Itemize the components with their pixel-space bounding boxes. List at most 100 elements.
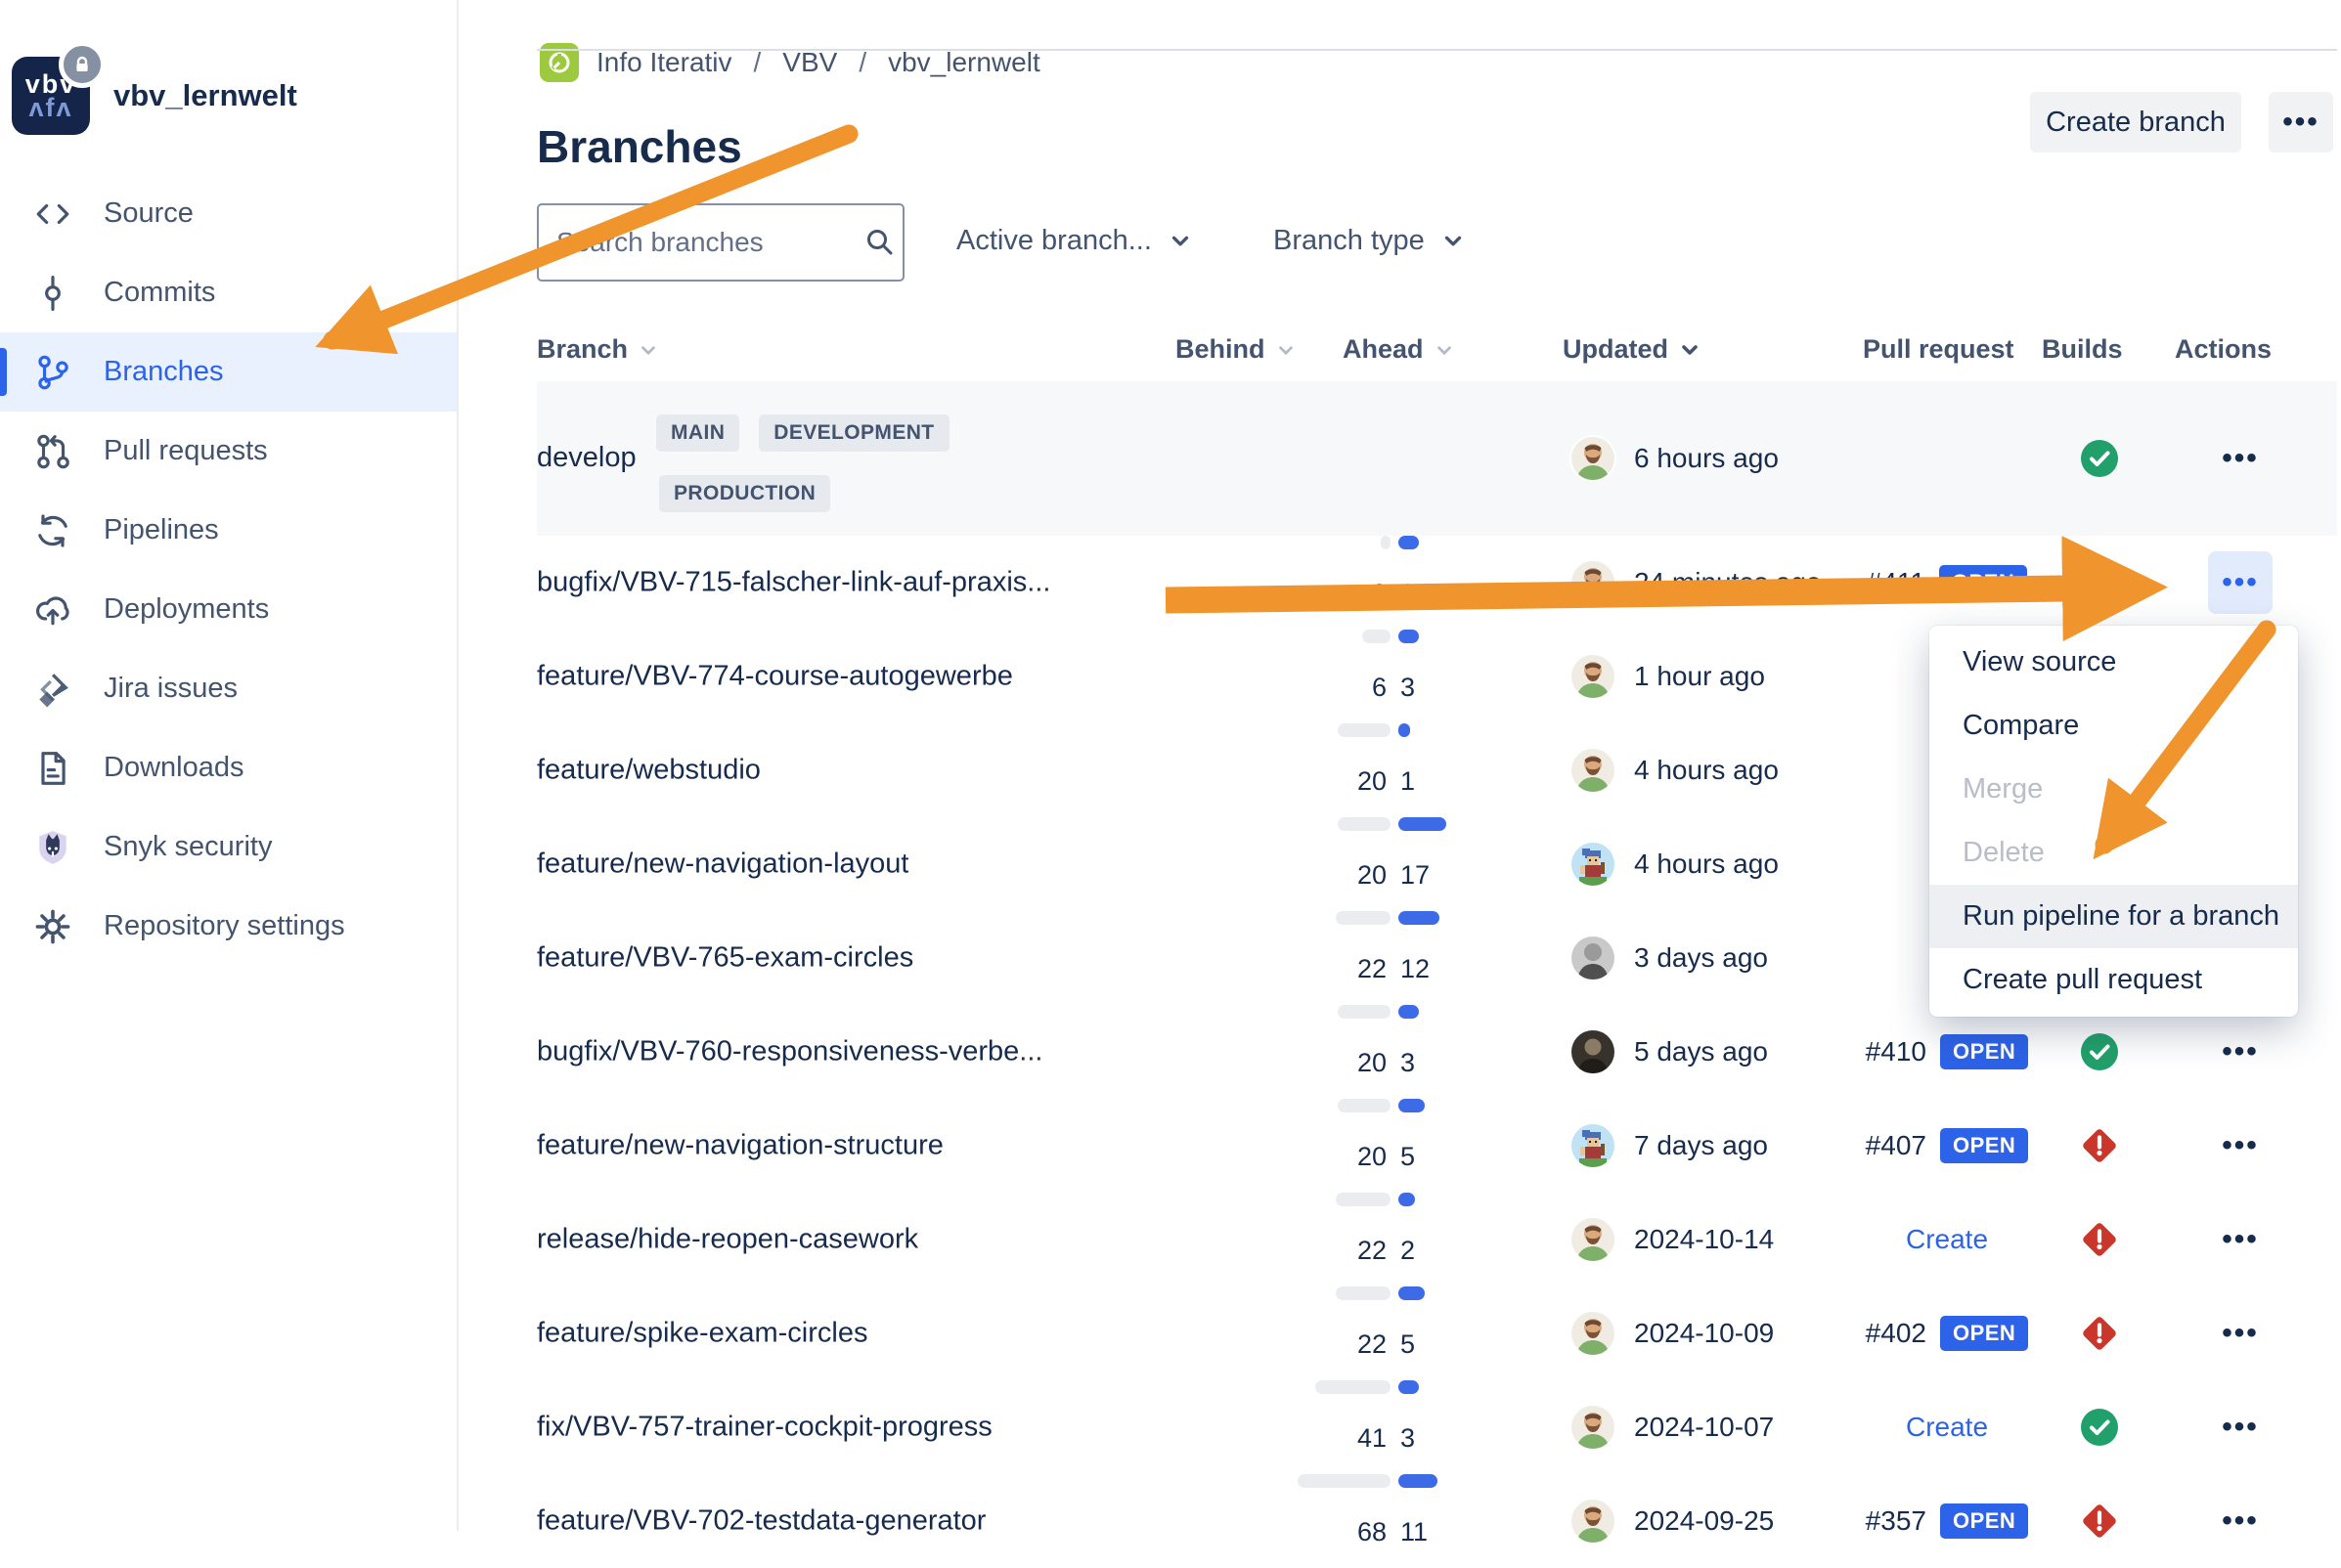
behind-bar <box>1298 1474 1391 1488</box>
behind-count: 22 <box>1356 1236 1387 1265</box>
menu-item-create-pull-request[interactable]: Create pull request <box>1963 964 2203 995</box>
sidebar-item-pull-requests[interactable]: Pull requests <box>0 412 457 491</box>
breadcrumb-separator: / <box>859 47 867 77</box>
behind-bar <box>1362 630 1391 643</box>
workspace-header: vbv ʌfʌ vbv_lernwelt <box>12 41 297 135</box>
create-pull-request-link[interactable]: Create <box>1905 1224 1989 1254</box>
build-status-icon[interactable] <box>2080 1032 2119 1071</box>
avatar <box>1571 1500 1614 1543</box>
behind-count: 6 <box>1371 673 1387 702</box>
column-header-behind[interactable]: Behind <box>1175 334 1297 365</box>
sidebar-item-source[interactable]: Source <box>0 174 457 253</box>
pull-request-link[interactable]: #402 <box>1865 1318 1926 1348</box>
column-header-branch[interactable]: Branch <box>537 334 659 365</box>
sort-chevron-icon <box>641 345 655 355</box>
updated-time: 2024-10-09 <box>1634 1318 1775 1348</box>
breadcrumb-separator: / <box>753 47 762 77</box>
main-branch-row[interactable]: develop MAIN DEVELOPMENT PRODUCTION 6 hou… <box>537 381 2337 536</box>
active-branches-filter[interactable]: Active branch... <box>956 203 1193 278</box>
avatar <box>1571 1124 1614 1167</box>
build-status-icon[interactable] <box>2080 1408 2119 1447</box>
pr-open-badge[interactable]: OPEN <box>1939 1128 2029 1163</box>
build-status-icon[interactable] <box>2080 1220 2119 1259</box>
snyk-icon <box>33 828 72 867</box>
branch-name-link[interactable]: fix/VBV-757-trainer-cockpit-progress <box>537 1411 993 1443</box>
behind-count: 20 <box>1356 1142 1387 1171</box>
pr-open-badge[interactable]: OPEN <box>1939 1503 2029 1539</box>
behind-count: 20 <box>1356 1048 1387 1077</box>
create-branch-button[interactable]: Create branch <box>2030 92 2241 152</box>
breadcrumb-repo[interactable]: vbv_lernwelt <box>888 47 1040 77</box>
branch-name-link[interactable]: feature/webstudio <box>537 754 761 786</box>
branch-name-link[interactable]: release/hide-reopen-casework <box>537 1223 919 1255</box>
row-actions-button[interactable]: ••• <box>2222 1223 2259 1255</box>
pull-request-link[interactable]: #411 <box>1866 567 1925 597</box>
avatar <box>1571 1030 1614 1073</box>
breadcrumb-project[interactable]: Info Iterativ <box>596 47 732 77</box>
branch-name-link[interactable]: feature/new-navigation-layout <box>537 848 909 880</box>
row-actions-button[interactable]: ••• <box>2208 551 2273 614</box>
branch-name-link[interactable]: feature/VBV-702-testdata-generator <box>537 1504 987 1537</box>
updated-time: 3 days ago <box>1634 942 1768 973</box>
branch-name-link[interactable]: feature/spike-exam-circles <box>537 1317 868 1349</box>
sort-chevron-icon-active <box>1682 344 1698 355</box>
pr-open-badge[interactable]: OPEN <box>1939 1316 2029 1351</box>
sidebar-item-jira-issues[interactable]: Jira issues <box>0 649 457 728</box>
env-badge-main: MAIN <box>656 414 740 452</box>
branch-name-link[interactable]: feature/new-navigation-structure <box>537 1129 944 1161</box>
behind-bar <box>1338 1099 1391 1112</box>
branch-type-filter[interactable]: Branch type <box>1273 203 1466 278</box>
search-icon <box>858 227 903 258</box>
build-status-icon[interactable] <box>2080 1126 2119 1165</box>
row-actions-button[interactable]: ••• <box>2222 1035 2259 1067</box>
build-status-icon[interactable] <box>2080 439 2119 478</box>
menu-item-compare[interactable]: Compare <box>1963 710 2080 741</box>
pull-request-link[interactable]: #407 <box>1865 1130 1926 1160</box>
row-actions-button[interactable]: ••• <box>2222 442 2259 474</box>
column-header-builds: Builds <box>2042 334 2123 364</box>
avatar <box>1571 1406 1614 1449</box>
breadcrumb-workspace[interactable]: VBV <box>782 47 838 77</box>
page-more-actions-button[interactable]: ••• <box>2269 92 2333 152</box>
search-branches-input[interactable] <box>539 227 858 258</box>
pipelines-icon <box>33 511 72 550</box>
pull-request-link[interactable]: #410 <box>1865 1036 1926 1067</box>
commits-icon <box>33 274 72 313</box>
behind-count: 68 <box>1356 1517 1387 1546</box>
pull-request-cell: #357 OPEN <box>1830 1503 2064 1539</box>
repository-name[interactable]: vbv_lernwelt <box>113 78 297 112</box>
pr-open-badge[interactable]: OPEN <box>1939 1034 2029 1069</box>
ahead-count: 5 <box>1400 1329 1416 1359</box>
menu-item-run-pipeline-for-a-branch[interactable]: Run pipeline for a branch <box>1929 885 2298 948</box>
column-header-ahead[interactable]: Ahead <box>1343 334 1455 365</box>
column-header-updated[interactable]: Updated <box>1563 334 1701 365</box>
avatar <box>1571 843 1614 886</box>
sidebar-item-downloads[interactable]: Downloads <box>0 728 457 807</box>
branch-name-link[interactable]: bugfix/VBV-715-falscher-link-auf-praxis.… <box>537 566 1051 598</box>
build-status-icon[interactable] <box>2080 1314 2119 1353</box>
sidebar-item-repository-settings[interactable]: Repository settings <box>0 887 457 966</box>
sidebar-item-commits[interactable]: Commits <box>0 253 457 332</box>
ahead-count: 3 <box>1400 579 1416 608</box>
row-actions-button[interactable]: ••• <box>2222 1129 2259 1161</box>
branch-name-link[interactable]: feature/VBV-765-exam-circles <box>537 941 914 974</box>
sidebar-item-pipelines[interactable]: Pipelines <box>0 491 457 570</box>
ahead-count: 2 <box>1400 1236 1416 1265</box>
menu-item-view-source[interactable]: View source <box>1963 646 2117 677</box>
row-actions-button[interactable]: ••• <box>2222 1411 2259 1443</box>
branch-name-link[interactable]: develop <box>537 442 637 473</box>
build-status-icon[interactable] <box>2080 1502 2119 1541</box>
sidebar-item-snyk-security[interactable]: Snyk security <box>0 807 457 887</box>
branch-name-link[interactable]: bugfix/VBV-760-responsiveness-verbe... <box>537 1035 1043 1067</box>
sidebar-item-deployments[interactable]: Deployments <box>0 570 457 649</box>
row-actions-button[interactable]: ••• <box>2222 1317 2259 1349</box>
build-status-icon[interactable] <box>2080 563 2119 602</box>
pr-open-badge[interactable]: OPEN <box>1938 565 2028 600</box>
row-actions-button[interactable]: ••• <box>2222 1504 2259 1537</box>
branch-name-link[interactable]: feature/VBV-774-course-autogewerbe <box>537 660 1013 692</box>
pull-request-link[interactable]: #357 <box>1865 1505 1926 1536</box>
pull-request-cell: Create <box>1830 1412 2064 1443</box>
table-header: Branch Behind Ahead Updated Pull request… <box>0 328 2341 379</box>
sort-chevron-icon <box>1278 345 1293 355</box>
create-pull-request-link[interactable]: Create <box>1905 1412 1989 1442</box>
